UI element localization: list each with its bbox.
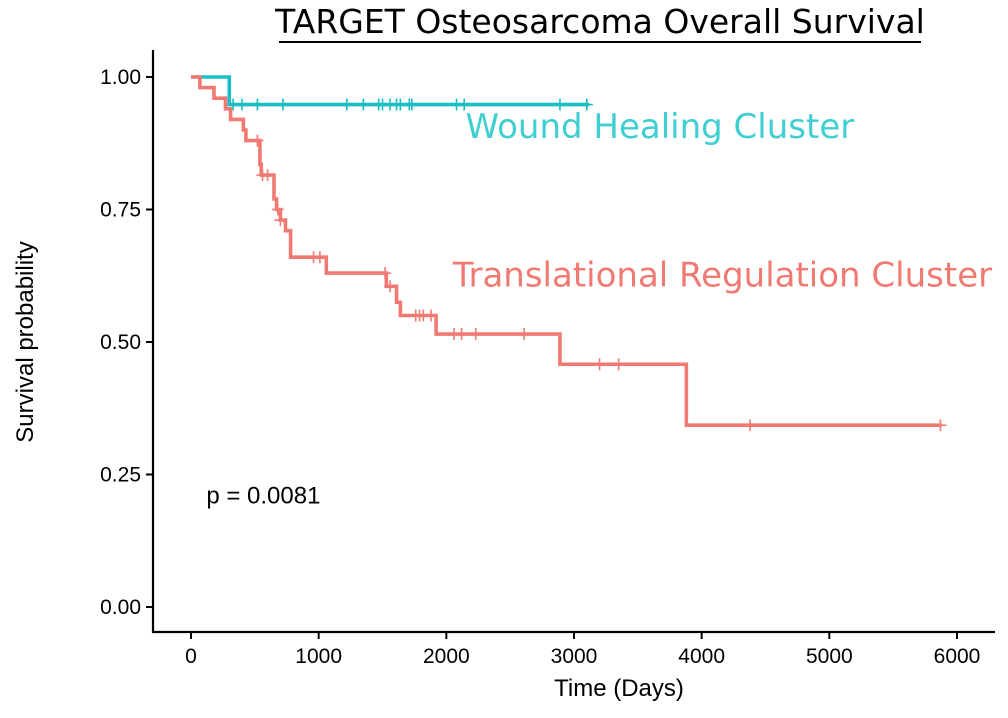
series-layer: [191, 75, 947, 432]
series-label: Translational Regulation Cluster: [452, 255, 992, 295]
axes: 0.00 0.25 0.50 0.75 1.00 0 1000 2000 3000 4000 500…: [100, 50, 995, 668]
censor-mark: [405, 98, 418, 111]
chart-title: TARGET Osteosarcoma Overall Survival: [274, 2, 925, 41]
censor-mark: [251, 98, 264, 111]
censor-mark: [340, 98, 353, 111]
censor-mark: [612, 358, 625, 371]
censor-mark: [425, 309, 438, 322]
censor-mark: [384, 280, 397, 293]
p-value-annotation: p = 0.0081: [206, 483, 320, 510]
y-tick-label: 0.50: [100, 331, 141, 354]
censor-mark: [261, 169, 274, 182]
x-tick-label: 1000: [295, 645, 342, 668]
x-tick-label: 3000: [551, 645, 598, 668]
y-tick-label: 1.00: [100, 66, 141, 89]
censor-mark: [251, 134, 264, 147]
censor-mark: [458, 98, 471, 111]
censor-mark: [518, 328, 531, 341]
labels-layer: Wound Healing Cluster Translational Regul…: [206, 107, 992, 510]
censor-mark: [313, 251, 326, 264]
x-tick-label: 2000: [423, 645, 470, 668]
censor-mark: [469, 328, 482, 341]
censor-mark: [276, 98, 289, 111]
censor-mark: [553, 98, 566, 111]
censor-mark: [236, 98, 249, 111]
censor-mark: [744, 419, 757, 432]
censor-mark: [934, 419, 947, 432]
x-tick-label: 4000: [678, 645, 725, 668]
censor-mark: [593, 358, 606, 371]
y-axis-title: Survival probability: [12, 241, 39, 442]
x-tick-label: 5000: [806, 645, 853, 668]
censor-mark: [580, 98, 593, 111]
censor-mark: [271, 203, 284, 216]
censor-mark: [274, 214, 287, 227]
y-tick-label: 0.25: [100, 464, 141, 487]
series-label: Wound Healing Cluster: [465, 107, 854, 147]
censor-mark: [455, 328, 468, 341]
x-axis-title: Time (Days): [554, 675, 684, 702]
censor-mark: [379, 267, 392, 280]
x-tick-label: 6000: [934, 645, 981, 668]
censor-mark: [357, 98, 370, 111]
y-tick-label: 0.75: [100, 199, 141, 222]
y-tick-label: 0.00: [100, 596, 141, 619]
x-tick-label: 0: [185, 645, 197, 668]
